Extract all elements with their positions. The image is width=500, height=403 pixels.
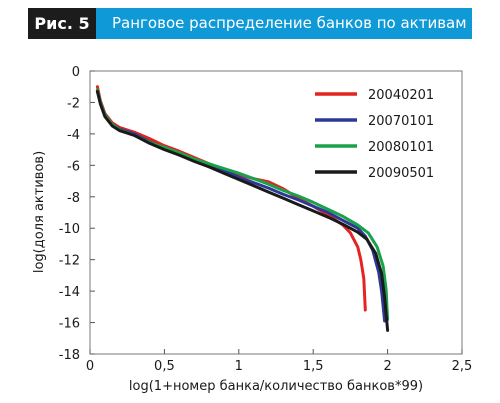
legend: 20040201 20070101 20080101 20090501 [315, 88, 434, 181]
y-axis-label: log(доля активов) [32, 151, 47, 273]
plot-frame [89, 70, 463, 355]
figure-title: Ранговое распределение банков по активам [112, 14, 467, 32]
x-tick-label: 1,5 [303, 359, 324, 374]
y-tick-label: -10 [59, 222, 80, 237]
y-tick-label: -16 [59, 317, 80, 332]
y-tick-label: -18 [59, 348, 80, 363]
figure-header: Рис. 5 Ранговое распределение банков по … [28, 8, 472, 39]
x-tick-label: 0,5 [154, 359, 175, 374]
legend-label-20040201: 20040201 [368, 88, 434, 103]
x-tick-label: 0 [86, 359, 94, 374]
x-tick-label: 1 [235, 359, 243, 374]
x-axis-ticks: 0 0,5 1 1,5 2 2,5 [86, 349, 472, 374]
x-tick-label: 2,5 [452, 359, 473, 374]
legend-label-20080101: 20080101 [368, 140, 434, 155]
y-tick-label: -8 [67, 191, 80, 206]
y-tick-label: -2 [67, 96, 80, 111]
legend-label-20070101: 20070101 [368, 114, 434, 129]
series-line-20090501 [95, 89, 390, 332]
y-axis-ticks: 0 -2 -4 -6 -8 -10 -12 -14 -16 -18 [59, 65, 95, 363]
series-lines [95, 85, 390, 332]
x-tick-label: 2 [383, 359, 391, 374]
y-tick-label: -6 [67, 159, 80, 174]
y-tick-label: -4 [67, 128, 80, 143]
y-tick-label: -14 [59, 285, 80, 300]
y-tick-label: 0 [72, 65, 80, 80]
legend-label-20090501: 20090501 [368, 166, 434, 181]
y-tick-label: -12 [59, 254, 80, 269]
x-axis-label: log(1+номер банка/количество банков*99) [129, 379, 423, 394]
figure-label: Рис. 5 [28, 8, 96, 39]
